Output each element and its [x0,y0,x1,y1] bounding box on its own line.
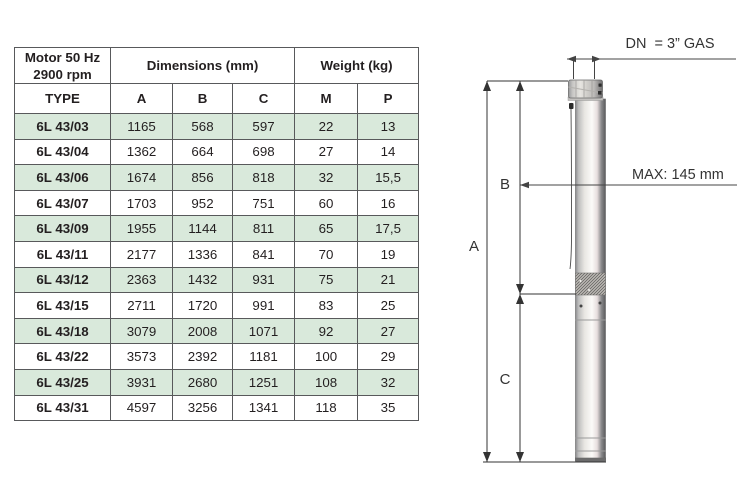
svg-text:B: B [500,176,510,193]
svg-text:MAX: 145 mm: MAX: 145 mm [632,167,724,183]
svg-text:DN = 3” GAS: DN = 3” GAS [625,36,714,52]
svg-text:C: C [500,371,511,388]
svg-text:A: A [469,238,479,255]
